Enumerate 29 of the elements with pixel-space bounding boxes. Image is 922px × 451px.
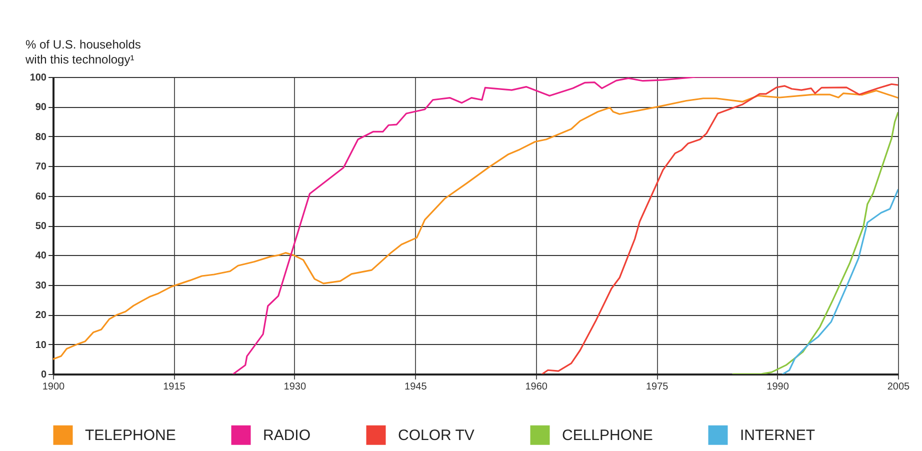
y-tick-label: 50: [35, 221, 47, 232]
x-tick-label: 1990: [766, 382, 790, 392]
y-tick-label: 80: [35, 132, 47, 143]
y-tick-label: 10: [35, 340, 47, 351]
y-tick-label: 60: [35, 191, 47, 202]
y-tick-label: 90: [35, 102, 47, 114]
legend-label: INTERNET: [740, 427, 815, 444]
legend-label: COLOR TV: [398, 427, 474, 444]
x-tick-label: 1945: [404, 382, 428, 392]
y-tick-label: 20: [35, 310, 47, 322]
x-tick-label: 1960: [525, 382, 548, 392]
line-series: [782, 189, 898, 374]
y-tick-label: 40: [35, 250, 47, 262]
legend-label: RADIO: [263, 427, 311, 444]
y-tick-label: 30: [35, 280, 47, 292]
y-axis-title: % of U.S. households with this technology¹: [24, 38, 141, 66]
line-series: [732, 112, 898, 374]
x-tick-label: 2005: [887, 382, 910, 392]
x-tick-label: 1975: [646, 382, 669, 392]
legend-label: TELEPHONE: [85, 427, 176, 444]
y-tick-label: 70: [35, 162, 47, 173]
x-tick-label: 1915: [163, 382, 186, 392]
line-series: [232, 77, 898, 374]
y-tick-label: 0: [40, 370, 47, 380]
x-tick-label: 1930: [284, 382, 306, 392]
y-tick-label: 100: [30, 72, 47, 84]
legend-label: CELLPHONE: [562, 427, 653, 444]
x-tick-label: 1900: [42, 382, 66, 392]
line-series: [541, 83, 898, 374]
